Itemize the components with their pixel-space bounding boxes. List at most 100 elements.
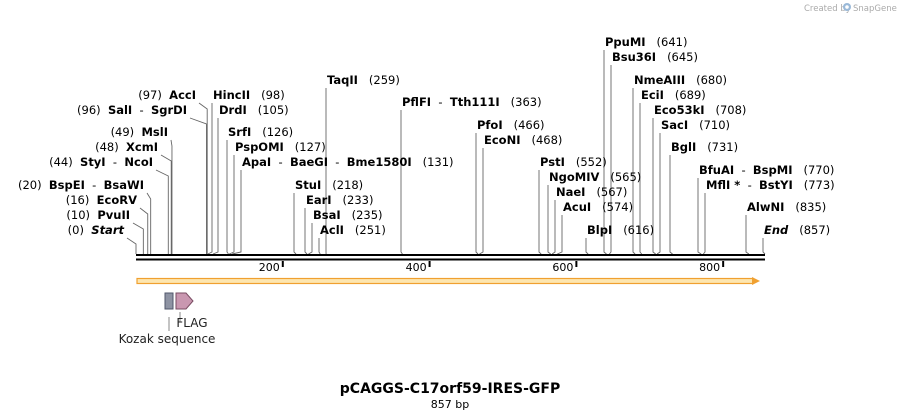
site-position: (641) [657,35,688,49]
site-pspomi[interactable]: PspOMI (127) [235,140,326,154]
site-connector-acui [557,215,563,255]
site-name-2: SgrDI [151,103,187,117]
site-label-saci: SacI (710) [661,118,730,132]
site-name: EcoRV [97,193,137,207]
site-name: Start [91,223,124,237]
kozak-label: Kozak sequence [119,332,216,346]
site-position: (131) [423,155,454,169]
site-separator [793,163,804,177]
site-acci[interactable]: (97) AccI [138,88,196,102]
site-bsu36i[interactable]: Bsu36I (645) [612,50,698,64]
orf-bar[interactable] [136,277,754,285]
site-ecorv[interactable]: (16) EcoRV [66,193,137,207]
site-separator [646,35,657,49]
site-alwni[interactable]: AlwNI (835) [747,200,826,214]
site-bsai[interactable]: BsaI (235) [313,208,383,222]
site-separator [696,140,707,154]
site-separator [162,88,169,102]
site-connector-lines [126,50,766,255]
site-styi[interactable]: (44) StyI - NcoI [49,155,153,169]
site-name: NgoMIV [549,170,599,184]
site-bfuai[interactable]: BfuAI - BspMI (770) [699,163,834,177]
site-name: EcoNI [484,133,520,147]
site-label-pflfi: PflFI - Tth111I (363) [402,95,542,109]
site-eco53ki[interactable]: Eco53kI (708) [654,103,746,117]
site-position: (680) [696,73,727,87]
site-mfli[interactable]: MflI * - BstYI (773) [706,178,835,192]
site-label-taqii: TaqII (259) [327,73,400,87]
dna-backbone [136,254,765,261]
site-separator: - [431,95,450,109]
site-bgli[interactable]: BglI (731) [671,140,738,154]
site-drdi[interactable]: DrdI (105) [219,103,289,117]
flag-arrow-icon[interactable] [175,292,194,310]
kozak-box[interactable] [164,292,174,310]
plasmid-length: 857 bp [431,398,469,411]
site-bspei[interactable]: (20) BspEI - BsaWI [18,178,144,192]
site-name: HincII [213,88,250,102]
site-position: (645) [667,50,698,64]
site-label-msli: (49) MslI [111,125,168,139]
site-position: (710) [699,118,730,132]
site-pfoi[interactable]: PfoI (466) [477,118,545,132]
site-separator [500,95,511,109]
site-connector-styi [155,169,169,254]
orf-feature[interactable] [136,277,760,285]
site-saci[interactable]: SacI (710) [661,118,730,132]
site-hincii[interactable]: HincII (98) [213,88,285,102]
site-separator: - [271,155,290,169]
site-separator [705,103,716,117]
site-srfi[interactable]: SrfI (126) [228,125,293,139]
site-separator: - [328,155,347,169]
site-acli[interactable]: AclI (251) [320,223,386,237]
site-position: (235) [352,208,383,222]
site-taqii[interactable]: TaqII (259) [327,73,400,87]
site-name: SrfI [228,125,251,139]
site-position: (0) [68,223,84,237]
site-separator [358,73,369,87]
site-econi[interactable]: EcoNI (468) [484,133,562,147]
site-name: SacI [661,118,688,132]
site-nmeaiii[interactable]: NmeAIII (680) [634,73,727,87]
site-end[interactable]: End (857) [764,223,830,237]
site-position: (731) [707,140,738,154]
site-label-nmeaiii: NmeAIII (680) [634,73,727,87]
site-pflfi[interactable]: PflFI - Tth111I (363) [402,95,542,109]
site-ppumi[interactable]: PpuMI (641) [605,35,687,49]
site-xcmi[interactable]: (48) XcmI [95,140,158,154]
site-blpi[interactable]: BlpI (616) [587,223,654,237]
site-separator [784,200,795,214]
site-separator [612,223,623,237]
site-eari[interactable]: EarI (233) [306,193,373,207]
site-label-pfoi: PfoI (466) [477,118,545,132]
kozak-feature[interactable]: Kozak sequence [119,292,216,346]
axis-tick-label: 400 [406,261,427,274]
site-separator [84,223,91,237]
site-connector-bsai [308,223,313,255]
site-acui[interactable]: AcuI (574) [563,200,633,214]
site-position: (616) [623,223,654,237]
site-msli[interactable]: (49) MslI [111,125,168,139]
site-connector-ppumi [603,50,607,255]
flag-feature[interactable]: FLAG [175,292,208,330]
site-position: (857) [799,223,830,237]
site-name: NaeI [556,185,585,199]
site-sali[interactable]: (96) SalI - SgrDI [77,103,187,117]
site-label-srfi: SrfI (126) [228,125,293,139]
site-stui[interactable]: StuI (218) [295,178,363,192]
site-name: SalI [108,103,132,117]
site-pvuii[interactable]: (10) PvuII [66,208,130,222]
site-naei[interactable]: NaeI (567) [556,185,627,199]
site-label-bgli: BglI (731) [671,140,738,154]
site-ngomiv[interactable]: NgoMIV (565) [549,170,641,184]
site-name: PpuMI [605,35,646,49]
site-name: BfuAI [699,163,734,177]
site-name: NmeAIII [634,73,685,87]
site-start[interactable]: (0) Start [68,223,125,237]
site-separator [42,178,49,192]
site-psti[interactable]: PstI (552) [540,155,607,169]
site-separator [585,185,596,199]
site-ecii[interactable]: EciI (689) [641,88,706,102]
site-name: End [764,223,789,237]
site-apai[interactable]: ApaI - BaeGI - Bme1580I (131) [242,155,454,169]
